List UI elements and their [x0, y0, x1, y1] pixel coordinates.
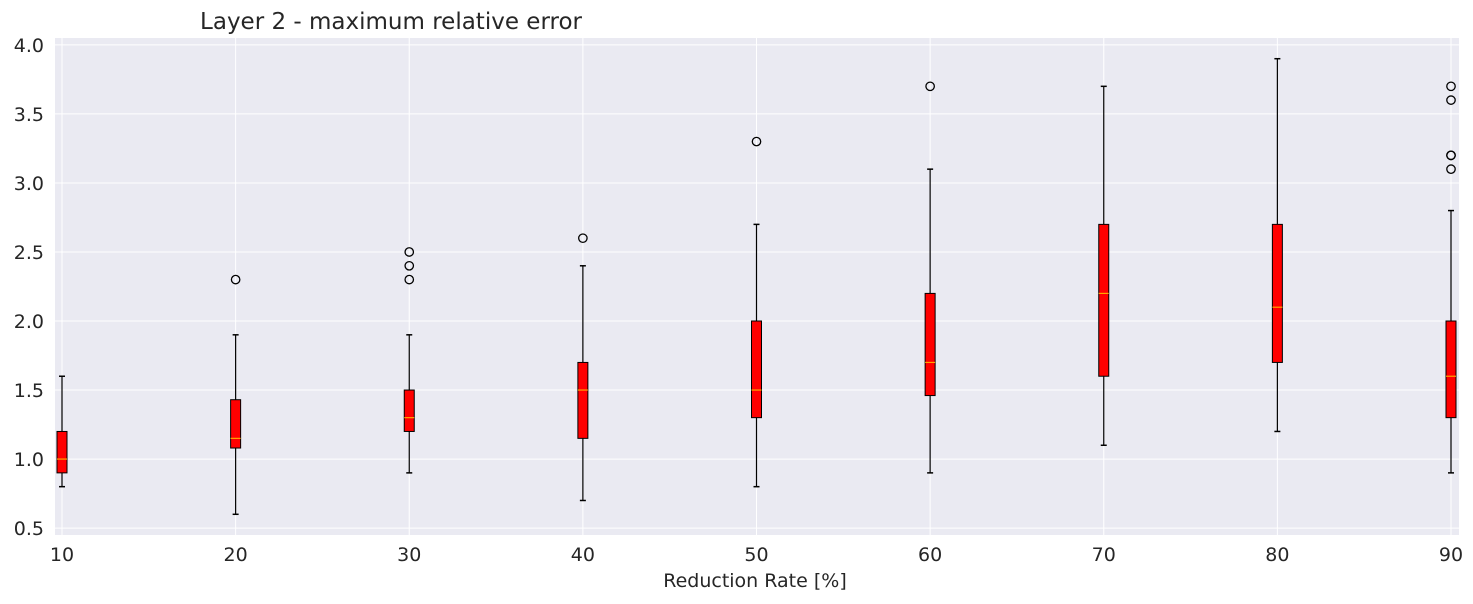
x-tick-label: 90 [1439, 544, 1463, 566]
x-tick-label: 30 [397, 544, 421, 566]
y-tick-label: 1.5 [14, 380, 44, 402]
outlier-point [1446, 95, 1456, 105]
box-group-10 [56, 375, 68, 488]
box [403, 389, 415, 432]
box [1098, 223, 1110, 377]
chart-title: Layer 2 - maximum relative error [200, 9, 582, 35]
box [230, 399, 242, 449]
outlier-point [578, 233, 588, 244]
box [56, 430, 68, 474]
box [924, 292, 936, 397]
outlier-point [1446, 81, 1456, 92]
outlier-point [925, 81, 935, 92]
y-tick-label: 4.0 [14, 35, 44, 57]
y-tick-label: 2.5 [14, 242, 44, 264]
box-group-30 [403, 247, 415, 474]
box [1445, 320, 1457, 419]
box-group-50 [751, 136, 762, 488]
box-group-40 [577, 233, 589, 502]
box-group-20 [230, 274, 242, 516]
x-tick-label: 20 [224, 544, 248, 566]
y-tick-label: 2.0 [14, 311, 44, 333]
box-group-90 [1445, 81, 1457, 474]
x-tick-label: 40 [571, 544, 595, 566]
outlier-point [404, 274, 415, 285]
outlier-point [230, 274, 241, 285]
outlier-point [1446, 150, 1456, 161]
box [1271, 223, 1283, 363]
x-tick-label: 10 [50, 544, 74, 566]
box-group-80 [1271, 57, 1283, 433]
x-tick-labels: 10 20 30 40 50 60 70 80 90 [50, 544, 1463, 566]
y-tick-labels: 0.5 1.0 1.5 2.0 2.5 3.0 3.5 4.0 [14, 35, 44, 540]
box [577, 361, 589, 439]
x-tick-label: 50 [744, 544, 768, 566]
box-group-60 [924, 81, 936, 474]
y-tick-label: 3.0 [14, 173, 44, 195]
x-tick-label: 60 [918, 544, 942, 566]
y-tick-label: 3.5 [14, 104, 44, 126]
outlier-point [404, 260, 415, 271]
outlier-point [404, 247, 415, 257]
box [751, 320, 762, 419]
box-group-70 [1098, 85, 1110, 447]
boxes-layer [56, 57, 1457, 516]
y-tick-label: 1.0 [14, 449, 44, 471]
x-axis-label: Reduction Rate [%] [663, 570, 847, 592]
y-tick-label: 0.5 [14, 518, 44, 540]
x-tick-label: 70 [1092, 544, 1116, 566]
outlier-point [1446, 164, 1456, 175]
outlier-point [751, 136, 762, 147]
x-tick-label: 80 [1265, 544, 1289, 566]
